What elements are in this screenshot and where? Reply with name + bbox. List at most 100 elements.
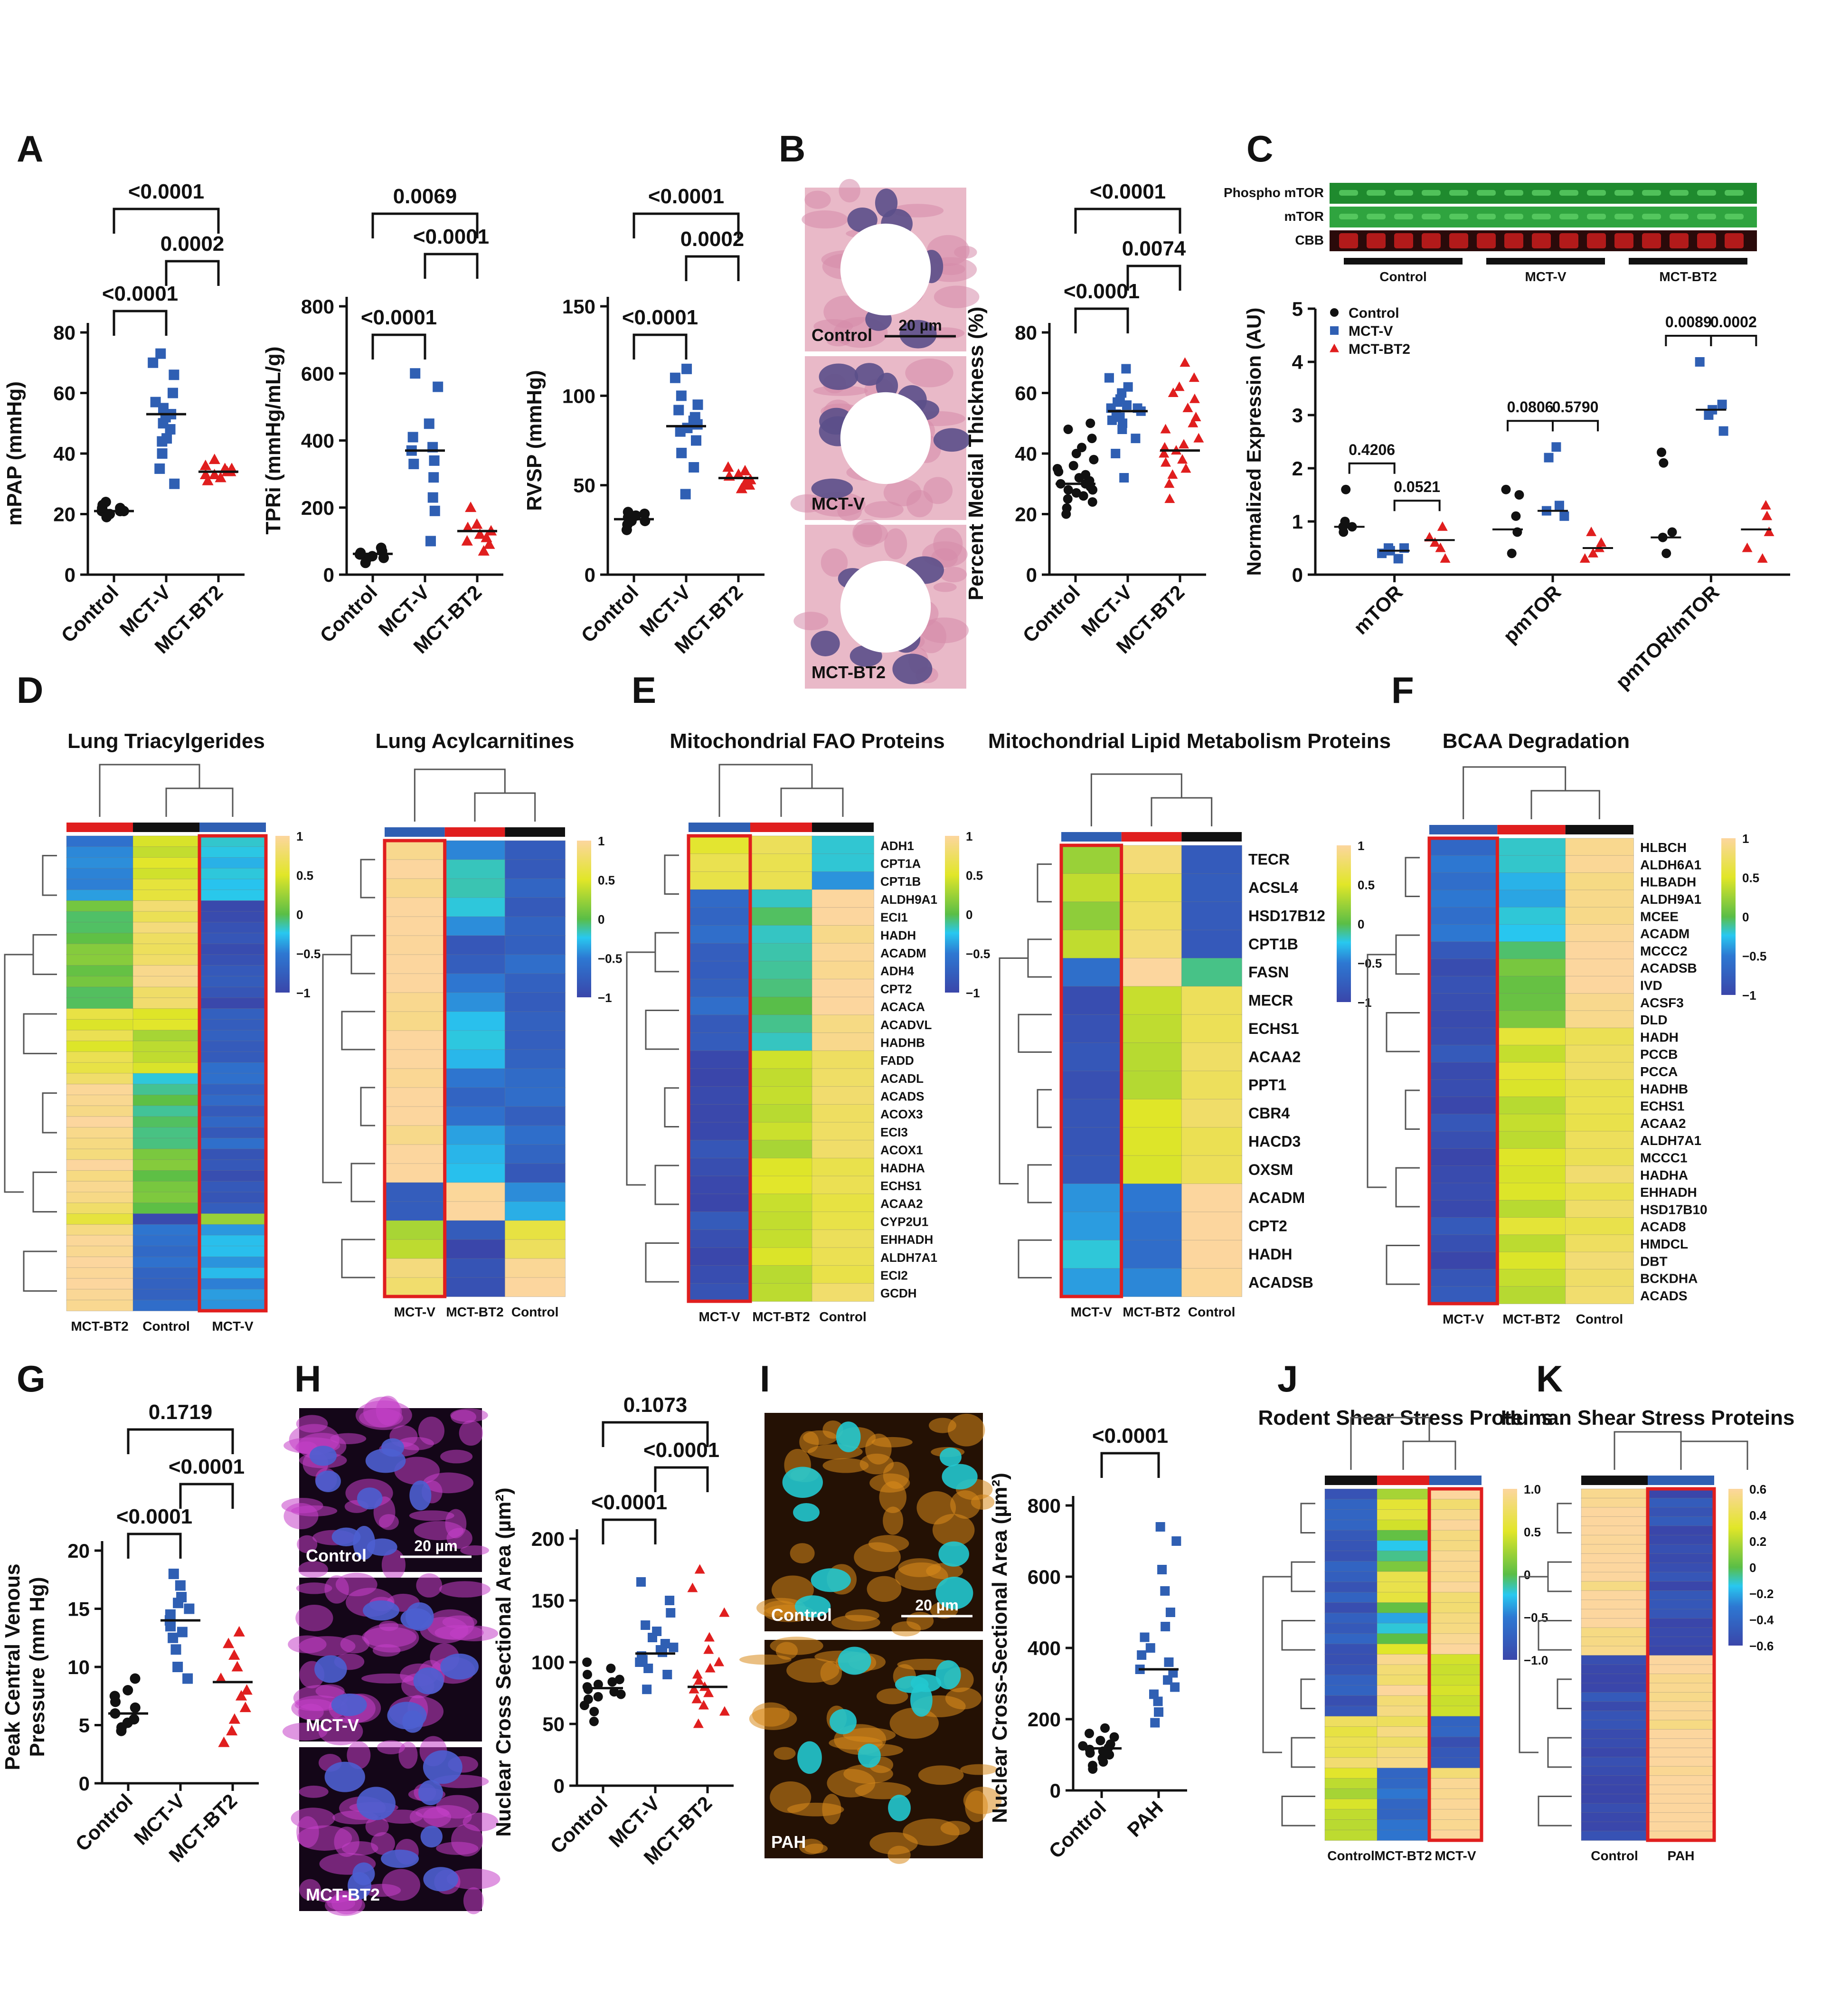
heatmap-cell — [1429, 1602, 1482, 1614]
data-point-mct-bt2 — [694, 1564, 705, 1574]
column-dendrogram — [1614, 1431, 1682, 1470]
heatmap-cell — [199, 1159, 266, 1171]
heatmap-cell — [1324, 1530, 1378, 1541]
data-point-mct-bt2 — [705, 1663, 716, 1673]
heatmap-cell — [1581, 1609, 1648, 1619]
heatmap-cell — [1181, 1014, 1242, 1043]
heatmap-cell — [504, 916, 566, 936]
data-point-pmtor — [1586, 526, 1597, 536]
color-scale-label: −0.5 — [1742, 949, 1766, 964]
heatmap-cell — [1377, 1571, 1430, 1582]
column-label-mct-bt2: MCT-BT2 — [446, 1305, 503, 1319]
heatmap-cell — [1565, 1131, 1634, 1149]
panel-label-k: K — [1536, 1358, 1563, 1400]
tissue-texture — [381, 1549, 406, 1581]
y-axis-label: Nuclear Cross Sectional Area (µm²) — [492, 1487, 515, 1836]
blot-band — [1697, 214, 1716, 219]
heatmap-title: Mitochondrial Lipid Metabolism Proteins — [988, 729, 1391, 753]
nucleus — [353, 1525, 376, 1560]
data-point-mct-bt2 — [226, 463, 238, 473]
row-label-acads: ACADS — [880, 1089, 924, 1104]
heatmap-cell — [1324, 1581, 1378, 1593]
heatmap-cell — [66, 922, 133, 934]
color-scale-label: 0 — [296, 908, 303, 922]
tissue-texture — [954, 246, 977, 259]
significance-bracket — [654, 1466, 709, 1492]
heatmap-cell — [1324, 1519, 1378, 1531]
row-label-aldh9a1: ALDH9A1 — [1640, 892, 1701, 907]
column-group-bar-mct-bt2 — [1377, 1476, 1429, 1485]
tissue-texture — [876, 1688, 908, 1704]
heatmap-cell — [1324, 1778, 1378, 1789]
data-point-mct-v — [150, 397, 161, 407]
heatmap-cell — [1565, 1079, 1634, 1098]
row-dendrogram — [1018, 1013, 1052, 1053]
heatmap-cell — [444, 1201, 506, 1221]
tissue-texture — [905, 359, 953, 388]
heatmap-cell — [132, 890, 200, 901]
legend-marker — [1330, 343, 1339, 352]
heatmap-cell — [1324, 1747, 1378, 1758]
color-scale-label: 1 — [296, 829, 303, 843]
y-tick-label: 80 — [1015, 322, 1037, 344]
p-value-label: <0.0001 — [102, 282, 178, 305]
heatmap-cell — [750, 1068, 812, 1087]
data-point-control — [609, 1687, 619, 1697]
data-point-pah — [1161, 1622, 1170, 1631]
row-label-acaa2: ACAA2 — [1248, 1048, 1301, 1065]
tissue-texture — [883, 1506, 904, 1535]
heatmap-cell — [1565, 907, 1634, 925]
y-tick-label: 20 — [67, 1540, 90, 1562]
heatmap-cell — [1581, 1646, 1648, 1656]
heatmap-cell — [688, 1086, 751, 1105]
color-scale-label: 0 — [966, 908, 972, 922]
heatmap-cell — [444, 1068, 506, 1088]
tissue-texture — [446, 1868, 500, 1890]
y-tick-label: 150 — [531, 1590, 565, 1612]
color-scale-bar — [1503, 1489, 1517, 1660]
data-point-mct-bt2 — [687, 1582, 698, 1592]
y-axis-label: Percent Medial Thickness (%) — [964, 307, 988, 601]
tissue-texture — [451, 1824, 483, 1857]
data-point-mct-bt2 — [228, 1713, 241, 1724]
data-point-mtor — [1341, 484, 1351, 494]
heatmap-cell — [1429, 1757, 1482, 1769]
nucleus — [324, 1761, 365, 1792]
heatmap-cell — [1324, 1623, 1378, 1634]
heatmap-cell — [1647, 1812, 1715, 1823]
tissue-texture — [299, 1636, 356, 1656]
data-point-mct-v — [1111, 449, 1121, 458]
p-value-label: <0.0001 — [591, 1491, 667, 1514]
heatmap-cell — [1429, 1096, 1498, 1115]
heatmap-cell — [1324, 1716, 1378, 1727]
data-point-pmtor-mtor — [1764, 526, 1774, 536]
tissue-texture — [868, 1535, 909, 1552]
data-point-pmtor — [1579, 553, 1590, 563]
heatmap-cell — [1181, 1211, 1242, 1241]
heatmap-cell — [66, 933, 133, 945]
color-scale-label: −1 — [966, 986, 980, 1000]
significance-bracket — [1074, 208, 1181, 234]
heatmap-cell — [66, 1062, 133, 1074]
heatmap-cell — [199, 986, 266, 998]
heatmap-cell — [1581, 1516, 1648, 1526]
tissue-texture — [295, 1604, 333, 1631]
heatmap-cell — [1497, 1045, 1566, 1063]
data-point-control — [1095, 1736, 1105, 1745]
heatmap-cell — [199, 1084, 266, 1096]
heatmap-cell — [1061, 958, 1122, 987]
data-point-mct-bt2 — [689, 1684, 699, 1694]
color-scale-bar — [1721, 838, 1736, 995]
color-scale-label: 0 — [598, 912, 604, 927]
heatmap-cell — [812, 1229, 874, 1248]
heatmap-cell — [1429, 1716, 1482, 1727]
significance-bracket — [165, 260, 220, 286]
data-point-mct-bt2 — [1189, 372, 1199, 382]
data-point-control — [593, 1679, 603, 1689]
heatmap-cell — [1061, 1183, 1122, 1212]
heatmap-cell — [812, 1068, 874, 1087]
nucleus — [939, 1448, 962, 1467]
column-label-mct-bt2: MCT-BT2 — [1502, 1312, 1560, 1326]
data-point-mct-bt2 — [703, 1644, 714, 1654]
